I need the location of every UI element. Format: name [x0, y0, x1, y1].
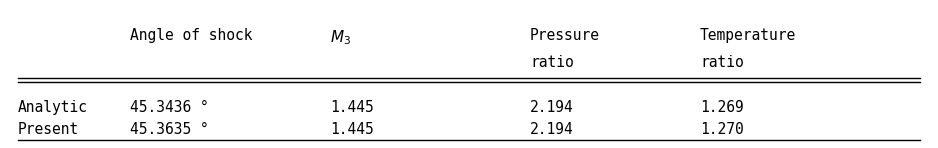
- Text: Angle of shock: Angle of shock: [130, 28, 252, 43]
- Text: Pressure: Pressure: [530, 28, 600, 43]
- Text: 1.269: 1.269: [700, 100, 744, 115]
- Text: 1.445: 1.445: [330, 100, 373, 115]
- Text: 2.194: 2.194: [530, 100, 574, 115]
- Text: 45.3635 °: 45.3635 °: [130, 122, 209, 137]
- Text: 1.270: 1.270: [700, 122, 744, 137]
- Text: 2.194: 2.194: [530, 122, 574, 137]
- Text: $M_3$: $M_3$: [330, 28, 351, 47]
- Text: Analytic: Analytic: [18, 100, 88, 115]
- Text: ratio: ratio: [700, 55, 744, 70]
- Text: Present: Present: [18, 122, 79, 137]
- Text: 1.445: 1.445: [330, 122, 373, 137]
- Text: Temperature: Temperature: [700, 28, 796, 43]
- Text: ratio: ratio: [530, 55, 574, 70]
- Text: 45.3436 °: 45.3436 °: [130, 100, 209, 115]
